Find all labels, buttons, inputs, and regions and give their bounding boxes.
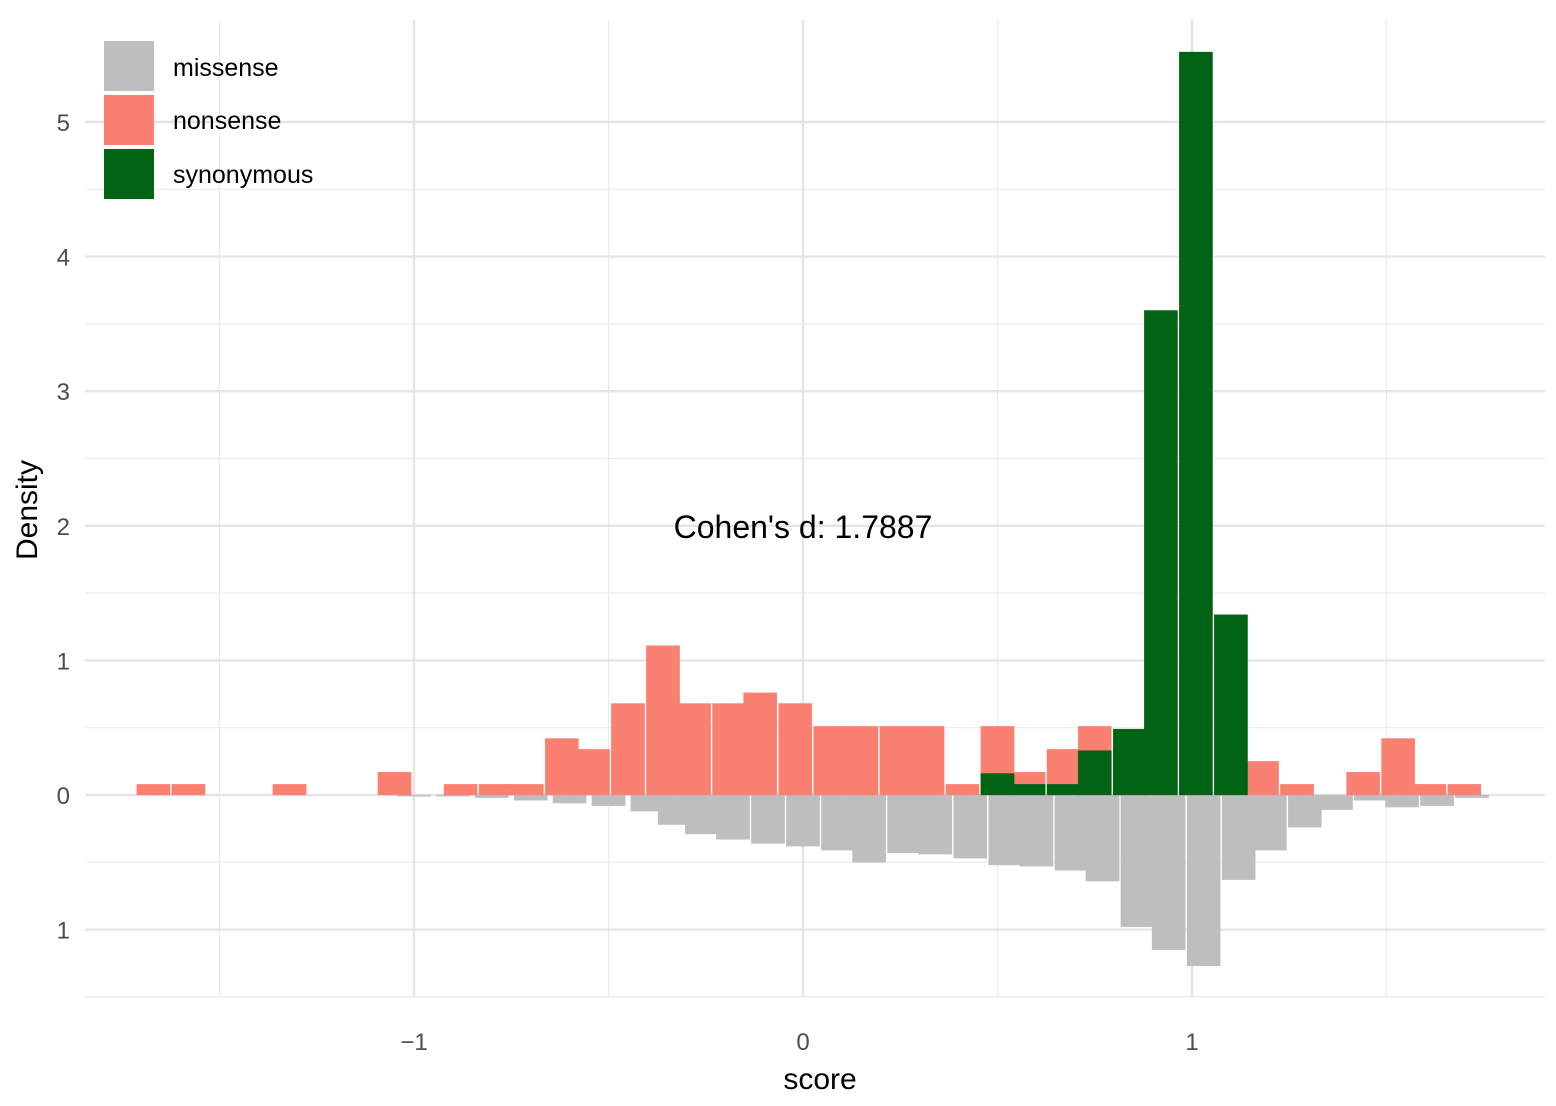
missense-bars xyxy=(397,794,1489,967)
missense-bar-13 xyxy=(852,794,886,863)
x-tick-label-0: −1 xyxy=(400,1029,427,1056)
missense-bar-19 xyxy=(1054,794,1089,871)
nonsense-bar-26 xyxy=(1280,784,1314,796)
missense-bar-15 xyxy=(918,794,953,855)
nonsense-bar-27 xyxy=(1346,771,1380,796)
y-tick-label-5: 4 xyxy=(57,245,70,272)
nonsense-bar-9 xyxy=(611,703,645,796)
missense-bar-12 xyxy=(821,794,855,851)
nonsense-bar-1 xyxy=(171,784,206,796)
nonsense-bar-29 xyxy=(1412,784,1447,796)
nonsense-bar-7 xyxy=(545,738,579,796)
legend-label-missense: missense xyxy=(173,54,279,82)
nonsense-bar-16 xyxy=(844,726,879,796)
missense-bar-31 xyxy=(1455,794,1489,798)
nonsense-bar-18 xyxy=(910,726,945,796)
missense-bar-8 xyxy=(685,794,719,835)
missense-bar-4 xyxy=(552,794,587,804)
y-tick-label-1: 0 xyxy=(57,783,70,810)
missense-bar-28 xyxy=(1354,794,1388,801)
legend-swatch-nonsense xyxy=(104,95,154,145)
missense-bar-25 xyxy=(1252,794,1287,851)
legend-label-synonymous: synonymous xyxy=(173,161,313,189)
synonymous-bar-4 xyxy=(1112,728,1147,796)
grid-lines xyxy=(85,20,1545,998)
nonsense-bar-8 xyxy=(576,749,610,796)
legend-swatch-synonymous xyxy=(104,149,154,199)
synonymous-bars xyxy=(980,51,1248,796)
nonsense-bar-10 xyxy=(646,645,680,796)
nonsense-bar-6 xyxy=(509,784,544,796)
missense-bar-23 xyxy=(1186,794,1221,967)
y-tick-label-4: 3 xyxy=(57,379,70,406)
synonymous-bar-7 xyxy=(1214,614,1248,796)
missense-bar-20 xyxy=(1085,794,1120,882)
synonymous-bar-2 xyxy=(1046,784,1081,796)
missense-bar-0 xyxy=(397,794,431,797)
synonymous-bar-5 xyxy=(1144,310,1178,796)
x-tick-label-1: 0 xyxy=(796,1029,809,1056)
missense-bar-3 xyxy=(513,794,548,801)
x-tick-labels: −1 0 1 xyxy=(400,1029,1198,1056)
missense-bar-14 xyxy=(887,794,921,854)
y-tick-label-3: 2 xyxy=(57,514,70,541)
nonsense-bar-2 xyxy=(272,784,307,796)
missense-bar-21 xyxy=(1120,794,1155,928)
nonsense-bar-14 xyxy=(778,703,813,796)
cohens-d-annotation: Cohen's d: 1.7887 xyxy=(674,509,933,545)
missense-bar-10 xyxy=(751,794,785,844)
x-tick-label-2: 1 xyxy=(1185,1029,1198,1056)
missense-bar-26 xyxy=(1287,794,1322,828)
missense-bar-17 xyxy=(988,794,1023,866)
missense-bar-29 xyxy=(1385,794,1419,808)
x-axis-title: score xyxy=(783,1063,856,1096)
missense-bar-18 xyxy=(1019,794,1054,867)
synonymous-bar-6 xyxy=(1179,51,1213,796)
nonsense-bar-4 xyxy=(443,784,478,796)
missense-bar-11 xyxy=(786,794,820,847)
nonsense-bar-0 xyxy=(136,784,171,796)
missense-bar-30 xyxy=(1420,794,1454,806)
nonsense-bar-30 xyxy=(1447,784,1482,796)
missense-bar-24 xyxy=(1221,794,1256,880)
nonsense-bar-15 xyxy=(813,726,848,796)
nonsense-bar-25 xyxy=(1245,761,1279,796)
nonsense-bar-3 xyxy=(377,771,412,796)
synonymous-bar-3 xyxy=(1077,750,1112,796)
y-axis-title: Density xyxy=(11,460,44,560)
missense-bar-22 xyxy=(1151,794,1186,950)
nonsense-bar-17 xyxy=(879,726,914,796)
nonsense-bar-5 xyxy=(478,784,513,796)
y-tick-label-6: 5 xyxy=(57,110,70,137)
y-tick-labels: 1 0 1 2 3 4 5 xyxy=(57,110,70,945)
synonymous-bar-0 xyxy=(980,773,1015,796)
synonymous-bar-1 xyxy=(1011,784,1046,796)
nonsense-bar-12 xyxy=(712,703,746,796)
legend-swatch-missense xyxy=(104,41,154,91)
missense-bar-16 xyxy=(953,794,988,859)
missense-bar-5 xyxy=(591,794,626,806)
missense-bar-9 xyxy=(716,794,750,840)
y-tick-label-2: 1 xyxy=(57,648,70,675)
nonsense-bar-13 xyxy=(743,692,778,796)
missense-bar-27 xyxy=(1319,794,1353,810)
nonsense-bar-19 xyxy=(945,784,980,796)
y-tick-label-0: 1 xyxy=(57,918,70,945)
missense-bar-1 xyxy=(436,794,470,797)
missense-bar-2 xyxy=(474,794,509,798)
nonsense-bar-28 xyxy=(1381,738,1415,796)
legend: missense nonsense synonymous xyxy=(104,41,313,199)
legend-label-nonsense: nonsense xyxy=(173,107,281,135)
nonsense-bar-11 xyxy=(677,703,711,796)
